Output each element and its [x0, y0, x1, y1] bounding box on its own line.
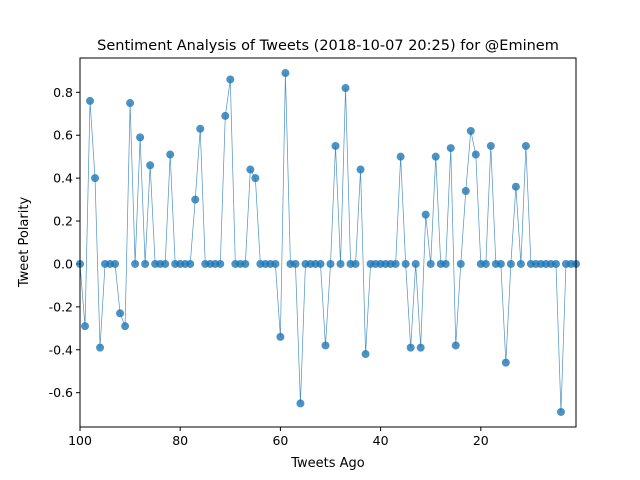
data-point: [341, 84, 350, 93]
data-point: [441, 259, 450, 268]
y-tick-label: -0.2: [49, 299, 73, 314]
data-point: [136, 133, 145, 142]
y-tick-label: 0.8: [53, 85, 73, 100]
x-axis-label: Tweets Ago: [290, 456, 365, 471]
data-point: [81, 322, 90, 331]
data-point: [251, 174, 260, 183]
data-point: [281, 69, 290, 78]
data-point: [191, 195, 200, 204]
data-point: [186, 259, 195, 268]
data-point: [271, 259, 280, 268]
data-point: [316, 259, 325, 268]
data-point: [466, 126, 475, 135]
data-point: [406, 343, 415, 352]
x-tick-label: 40: [373, 433, 389, 448]
x-axis: 100 80 60 40 20: [68, 427, 489, 448]
data-point: [426, 259, 435, 268]
data-point: [356, 165, 365, 174]
data-point: [401, 259, 410, 268]
data-point: [431, 152, 440, 161]
data-point: [141, 259, 150, 268]
y-tick-label: 0.4: [53, 171, 73, 186]
chart-title: Sentiment Analysis of Tweets (2018-10-07…: [97, 38, 559, 54]
data-point: [246, 165, 255, 174]
series-polyline: [79, 73, 576, 412]
x-tick-label: 60: [272, 433, 288, 448]
y-tick-label: -0.4: [49, 342, 73, 357]
data-point: [321, 341, 330, 350]
data-point: [336, 259, 345, 268]
data-point: [291, 259, 300, 268]
data-point: [411, 259, 420, 268]
y-axis: -0.6 -0.4 -0.2 0.0 0.2 0.4 0.6 0.8: [49, 85, 80, 400]
series-line: [79, 73, 576, 412]
data-point: [521, 141, 530, 150]
data-point: [391, 259, 400, 268]
data-point: [471, 150, 480, 159]
data-point: [166, 150, 175, 159]
data-point: [446, 144, 455, 153]
data-point: [276, 332, 285, 341]
data-point: [111, 259, 120, 268]
y-tick-label: 0.2: [53, 214, 73, 229]
data-point: [501, 358, 510, 367]
data-point: [216, 259, 225, 268]
data-point: [551, 259, 560, 268]
data-point: [351, 259, 360, 268]
data-point: [296, 399, 305, 408]
data-point: [451, 341, 460, 350]
series-points: [76, 69, 580, 416]
data-point: [221, 111, 230, 120]
data-point: [326, 259, 335, 268]
data-point: [241, 259, 250, 268]
x-tick-label: 80: [172, 433, 188, 448]
data-point: [421, 210, 430, 219]
x-tick-label: 100: [68, 433, 92, 448]
plot-frame: [79, 57, 577, 428]
y-tick-label: -0.6: [49, 385, 73, 400]
data-point: [161, 259, 170, 268]
data-point: [196, 124, 205, 133]
data-point: [496, 259, 505, 268]
data-point: [116, 309, 125, 318]
data-point: [506, 259, 515, 268]
data-point: [416, 343, 425, 352]
data-point: [556, 407, 565, 416]
data-point: [361, 350, 370, 359]
data-point: [146, 161, 155, 170]
y-tick-label: 0.6: [53, 128, 73, 143]
data-point: [516, 259, 525, 268]
data-point: [456, 259, 465, 268]
data-point: [331, 141, 340, 150]
data-point: [96, 343, 105, 352]
y-axis-label: Tweet Polarity: [17, 197, 32, 289]
data-point: [131, 259, 140, 268]
data-point: [461, 187, 470, 196]
y-tick-label: 0.0: [53, 256, 73, 271]
data-point: [226, 75, 235, 84]
data-point: [91, 174, 100, 183]
data-point: [486, 141, 495, 150]
data-point: [121, 322, 130, 331]
data-point: [511, 182, 520, 191]
data-point: [481, 259, 490, 268]
x-tick-label: 20: [473, 433, 489, 448]
data-point: [126, 99, 135, 108]
data-point: [86, 96, 95, 105]
data-point: [396, 152, 405, 161]
